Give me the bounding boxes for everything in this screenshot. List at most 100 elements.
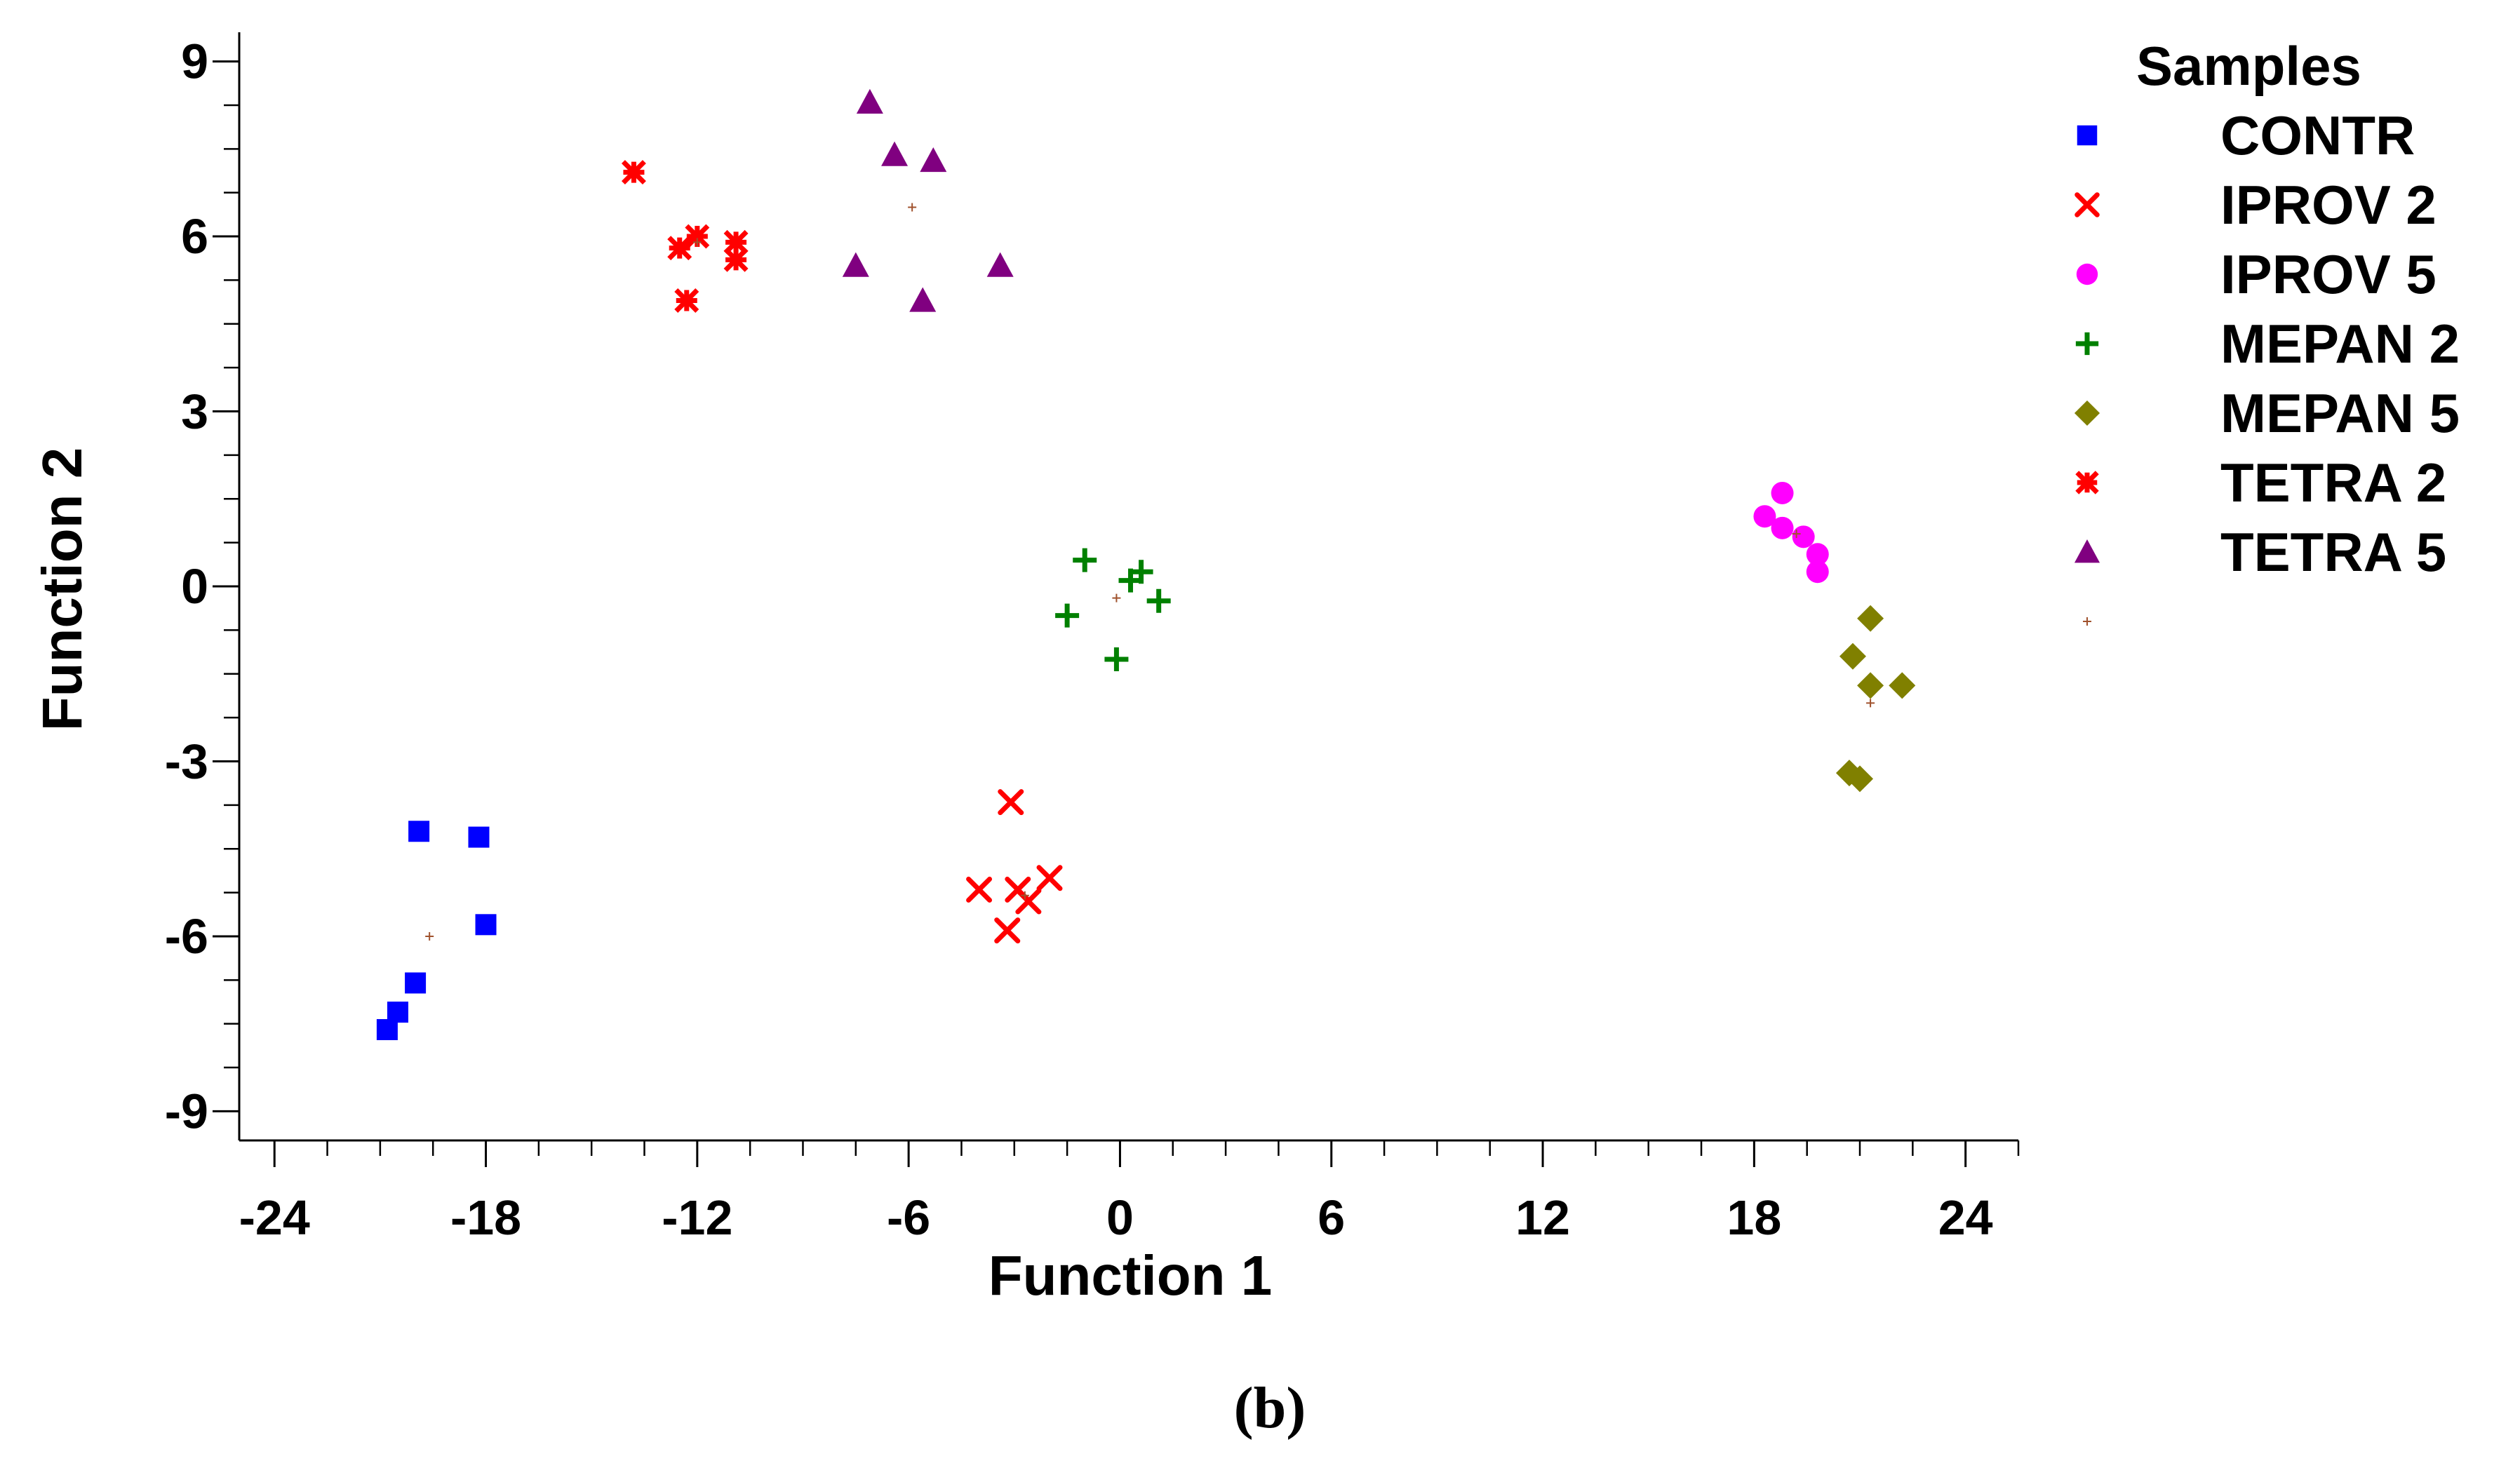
data-point: [1806, 543, 1829, 566]
legend-entry: IPROV 2: [2075, 174, 2437, 236]
asterisk-marker: [723, 229, 749, 255]
triangle-marker: [920, 147, 947, 173]
series-contr: [376, 821, 497, 1040]
diamond-marker: [1839, 642, 1866, 670]
legend-marker: [2083, 617, 2091, 626]
x-tick-label: 24: [1938, 1190, 1993, 1245]
data-point: [966, 876, 993, 903]
legend-entry: MEPAN 2: [2075, 313, 2460, 375]
triangle-marker: [881, 141, 909, 166]
legend-label: MEPAN 5: [2220, 382, 2460, 444]
x-marker: [1036, 865, 1063, 891]
data-point: [425, 931, 434, 941]
diamond-marker: [1857, 672, 1884, 699]
legend-marker: [2074, 400, 2100, 426]
data-point: [1104, 647, 1129, 671]
x-marker: [1015, 888, 1042, 915]
series-mepan-5: [1835, 605, 1916, 793]
x-tick-label: 12: [1515, 1190, 1570, 1245]
asterisk-marker: [723, 247, 749, 272]
data-point: [1118, 568, 1143, 593]
legend-marker: [2075, 332, 2099, 356]
y-tick-label: -6: [165, 909, 208, 964]
series-iprov-2: [966, 789, 1063, 944]
legend-marker: [2074, 539, 2100, 563]
diamond-marker: [1889, 672, 1916, 699]
square-marker: [405, 972, 427, 994]
legend-marker: [2075, 192, 2100, 217]
data-point: [723, 247, 749, 272]
data-point: [1806, 560, 1829, 584]
triangle-marker: [842, 252, 869, 277]
legend-entry: TETRA 2: [2075, 452, 2446, 513]
legend-entry: TETRA 5: [2074, 521, 2446, 583]
circle-marker: [1792, 525, 1815, 548]
legend-entry: [2083, 617, 2091, 626]
asterisk-marker: [667, 236, 692, 261]
legend-entry: IPROV 5: [2076, 243, 2437, 305]
square-marker: [475, 914, 497, 936]
data-point: [1889, 672, 1916, 699]
legend-label: TETRA 5: [2220, 521, 2446, 583]
data-point: [1015, 888, 1042, 915]
diamond-marker: [1847, 765, 1874, 793]
circle-marker: [2076, 263, 2098, 285]
data-point: [1857, 605, 1884, 632]
x-axis-title: Function 1: [988, 1244, 1272, 1307]
x-tick-label: -24: [239, 1190, 310, 1245]
series-mepan-2: [1055, 548, 1171, 671]
x-tick-label: -6: [887, 1190, 930, 1245]
data-point: [1771, 516, 1794, 539]
y-axis-title: Function 2: [31, 447, 93, 731]
centroid-marker: [692, 238, 702, 247]
x-marker: [998, 789, 1024, 816]
tick-labels: -24 -18 -12 -6 0 6 12 18 24 9 6 3 0 -3 -6 -9: [165, 34, 1993, 1245]
data-point: [1866, 699, 1875, 708]
legend-label: MEPAN 2: [2220, 313, 2460, 375]
legend-marker: [2077, 125, 2098, 146]
diamond-marker: [2074, 400, 2100, 426]
data-point: [1146, 588, 1171, 613]
y-tick-label: 6: [181, 209, 208, 264]
x-tick-label: -18: [450, 1190, 521, 1245]
data-point: [908, 203, 917, 212]
data-point: [685, 224, 710, 249]
data-point: [1020, 891, 1029, 900]
centroid-marker: [1792, 530, 1801, 539]
data-point: [674, 288, 699, 314]
data-point: [692, 238, 702, 247]
circle-marker: [1771, 516, 1794, 539]
x-tick-label: 18: [1727, 1190, 1781, 1245]
data-point: [621, 160, 646, 185]
legend-label: IPROV 2: [2220, 174, 2437, 236]
x-tick-label: -12: [662, 1190, 732, 1245]
data-point: [1753, 505, 1776, 528]
data-point: [1792, 525, 1815, 548]
data-point: [856, 88, 883, 114]
data-point: [986, 252, 1014, 277]
asterisk-marker: [674, 288, 699, 314]
triangle-marker: [2074, 539, 2100, 563]
legend-marker: [2076, 263, 2098, 285]
series-iprov-5: [1753, 481, 1829, 584]
axes: [213, 32, 2020, 1167]
data-point: [1847, 765, 1874, 793]
asterisk-marker: [2075, 471, 2099, 494]
legend-label: CONTR: [2220, 105, 2415, 166]
centroid-marker: [1866, 699, 1875, 708]
data-point: [723, 229, 749, 255]
data-point: [408, 821, 430, 842]
circle-marker: [1771, 481, 1794, 504]
data-point: [1112, 593, 1121, 602]
data-point: [475, 914, 497, 936]
centroid-marker: [908, 203, 917, 212]
plus-marker: [1118, 568, 1143, 593]
data-point: [1839, 642, 1866, 670]
data-point: [1055, 603, 1080, 628]
data-point: [842, 252, 869, 277]
x-tick-label: 0: [1106, 1190, 1134, 1245]
square-marker: [468, 826, 490, 848]
x-marker: [994, 917, 1021, 944]
data-point: [994, 917, 1021, 944]
